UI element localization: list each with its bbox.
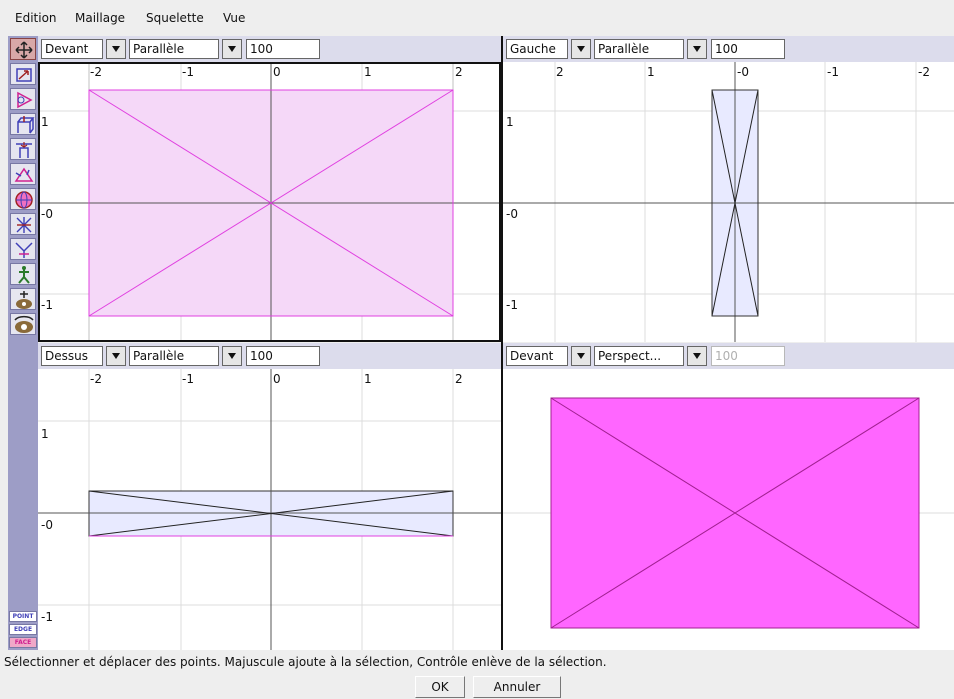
view-dropdown-icon[interactable]	[106, 39, 126, 59]
viewport-perspective[interactable]	[503, 369, 954, 650]
x-tick: -1	[182, 65, 194, 79]
status-message: Sélectionner et déplacer des points. Maj…	[4, 655, 607, 669]
view-select[interactable]: Devant	[506, 346, 568, 366]
viewport-top-header: Dessus Parallèle 100	[38, 343, 501, 369]
rotate-icon[interactable]	[10, 88, 36, 110]
y-tick: 1	[506, 115, 514, 129]
taper-icon[interactable]	[10, 238, 36, 260]
x-tick: 1	[364, 65, 372, 79]
menu-squelette[interactable]: Squelette	[146, 11, 204, 25]
x-tick: 2	[455, 372, 463, 386]
zoom-field[interactable]: 100	[246, 39, 320, 59]
cancel-button[interactable]: Annuler	[473, 676, 561, 698]
move-vertex-icon[interactable]	[10, 163, 36, 185]
tool-palette: POINT EDGE FACE	[8, 36, 38, 650]
x-tick: 2	[556, 65, 564, 79]
menu-bar: Edition Maillage Squelette Vue	[0, 0, 954, 32]
x-tick: -2	[918, 65, 930, 79]
x-tick: -0	[737, 65, 749, 79]
zoom-field[interactable]: 100	[711, 39, 785, 59]
zoom-field: 100	[711, 346, 785, 366]
x-tick: -1	[827, 65, 839, 79]
x-tick: -2	[90, 65, 102, 79]
view-select[interactable]: Dessus	[41, 346, 103, 366]
scale-icon[interactable]	[10, 63, 36, 85]
camera-rotate-icon[interactable]	[10, 313, 36, 335]
skeleton-icon[interactable]	[10, 263, 36, 285]
projection-select[interactable]: Parallèle	[594, 39, 684, 59]
x-tick: 1	[647, 65, 655, 79]
viewport-front-header: Devant Parallèle 100	[38, 36, 501, 62]
ok-button[interactable]: OK	[415, 676, 465, 698]
viewport-left[interactable]: 2 1 -0 -1 -2 1 -0 -1	[503, 62, 954, 342]
mode-point[interactable]: POINT	[9, 611, 37, 622]
viewport-top[interactable]: -2 -1 0 1 2 1 -0 -1	[38, 369, 501, 650]
mode-edge[interactable]: EDGE	[9, 624, 37, 635]
x-tick: -1	[182, 372, 194, 386]
x-tick: 1	[364, 372, 372, 386]
move-points-icon[interactable]	[10, 38, 36, 60]
viewport-divider[interactable]	[501, 36, 503, 650]
menu-maillage[interactable]: Maillage	[75, 11, 126, 25]
projection-select[interactable]: Parallèle	[129, 39, 219, 59]
projection-select[interactable]: Parallèle	[129, 346, 219, 366]
x-tick: -2	[90, 372, 102, 386]
mesh-edges-front	[88, 89, 454, 317]
projection-dropdown-icon[interactable]	[222, 346, 242, 366]
extrude-icon[interactable]	[10, 113, 36, 135]
view-dropdown-icon[interactable]	[106, 346, 126, 366]
y-tick: -0	[41, 518, 53, 532]
projection-dropdown-icon[interactable]	[222, 39, 242, 59]
viewport-perspective-header: Devant Perspect... 100	[503, 343, 954, 369]
y-tick: -0	[41, 207, 53, 221]
projection-dropdown-icon[interactable]	[687, 39, 707, 59]
viewport-left-header: Gauche Parallèle 100	[503, 36, 954, 62]
mesh-edges-top	[88, 490, 454, 537]
y-tick: 1	[41, 427, 49, 441]
zoom-field[interactable]: 100	[246, 346, 320, 366]
camera-move-icon[interactable]	[10, 288, 36, 310]
skew-icon[interactable]	[10, 213, 36, 235]
mesh-edges-perspective	[550, 397, 920, 629]
mesh-edges-left	[711, 89, 759, 317]
y-tick: 1	[41, 115, 49, 129]
viewport-front[interactable]: -2 -1 0 1 2 1 -0 -1	[38, 62, 501, 342]
view-select[interactable]: Devant	[41, 39, 103, 59]
y-tick: -0	[506, 207, 518, 221]
mode-face[interactable]: FACE	[9, 637, 37, 648]
projection-select[interactable]: Perspect...	[594, 346, 684, 366]
view-dropdown-icon[interactable]	[571, 39, 591, 59]
x-tick: 0	[273, 372, 281, 386]
menu-vue[interactable]: Vue	[223, 11, 246, 25]
x-tick: 0	[273, 65, 281, 79]
y-tick: -1	[41, 298, 53, 312]
sphere-icon[interactable]	[10, 188, 36, 210]
view-dropdown-icon[interactable]	[571, 346, 591, 366]
y-tick: -1	[41, 610, 53, 624]
x-tick: 2	[455, 65, 463, 79]
menu-edition[interactable]: Edition	[15, 11, 57, 25]
view-select[interactable]: Gauche	[506, 39, 568, 59]
projection-dropdown-icon[interactable]	[687, 346, 707, 366]
y-tick: -1	[506, 298, 518, 312]
bevel-icon[interactable]	[10, 138, 36, 160]
